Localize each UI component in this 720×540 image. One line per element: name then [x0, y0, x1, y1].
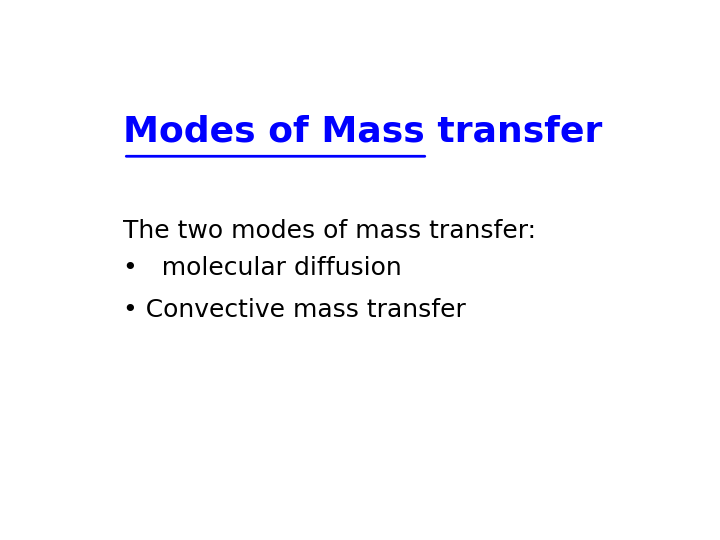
Text: • Convective mass transfer: • Convective mass transfer: [124, 298, 467, 322]
Text: Modes of Mass transfer: Modes of Mass transfer: [124, 114, 603, 148]
Text: The two modes of mass transfer:: The two modes of mass transfer:: [124, 219, 536, 242]
Text: •   molecular diffusion: • molecular diffusion: [124, 256, 402, 280]
